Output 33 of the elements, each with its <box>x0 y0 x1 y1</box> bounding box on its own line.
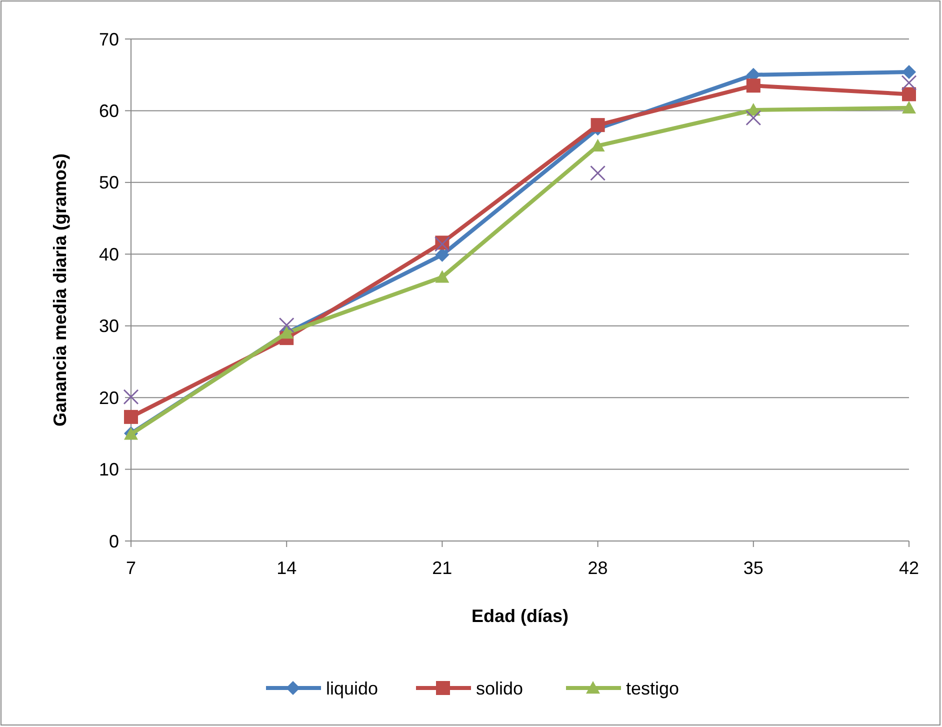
point <box>746 110 762 126</box>
y-tick-label: 20 <box>98 388 119 408</box>
y-tick-label: 60 <box>98 101 119 122</box>
x-tick-label: 35 <box>743 558 764 578</box>
point <box>902 100 916 114</box>
x-tick-label: 42 <box>898 558 920 578</box>
point <box>278 317 294 333</box>
legend-label: testigo <box>626 678 680 698</box>
y-tick-label: 10 <box>98 460 119 480</box>
x-tick-label: 14 <box>276 558 297 578</box>
y-tick-label: 50 <box>98 172 119 193</box>
point <box>435 270 450 283</box>
y-tick-label: 0 <box>108 531 119 552</box>
point <box>123 389 139 405</box>
point <box>124 410 138 424</box>
x-tick-label: 7 <box>126 558 136 578</box>
point <box>590 138 605 152</box>
point <box>590 118 605 132</box>
point <box>590 165 606 181</box>
point <box>435 248 450 262</box>
y-tick-label: 70 <box>98 29 119 50</box>
x-tick-label: 28 <box>588 558 608 578</box>
point <box>746 78 760 93</box>
point <box>902 64 916 79</box>
point <box>902 87 916 102</box>
x-tick-label: 21 <box>432 558 452 578</box>
x-axis-title: Edad (días) <box>471 606 569 626</box>
legend-label: solido <box>476 678 524 698</box>
point <box>901 74 917 90</box>
y-axis-title: Ganancia media diaria (gramos) <box>50 153 70 427</box>
legend-label: liquido <box>326 678 378 698</box>
y-tick-label: 40 <box>98 244 119 264</box>
y-tick-label: 30 <box>98 316 119 336</box>
